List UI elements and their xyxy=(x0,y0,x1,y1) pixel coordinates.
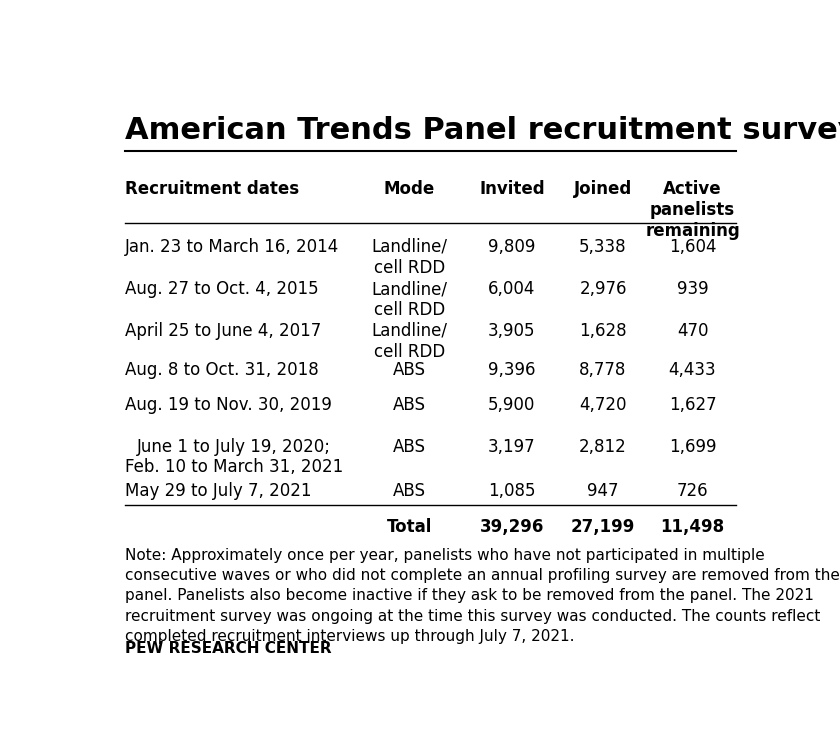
Text: 1,627: 1,627 xyxy=(669,396,717,414)
Text: ABS: ABS xyxy=(393,438,426,456)
Text: Invited: Invited xyxy=(479,180,544,198)
Text: 6,004: 6,004 xyxy=(488,280,536,298)
Text: 3,197: 3,197 xyxy=(488,438,536,456)
Text: 4,433: 4,433 xyxy=(669,361,717,379)
Text: 470: 470 xyxy=(677,322,708,340)
Text: Landline/
cell RDD: Landline/ cell RDD xyxy=(371,238,448,277)
Text: June 1 to July 19, 2020;
Feb. 10 to March 31, 2021: June 1 to July 19, 2020; Feb. 10 to Marc… xyxy=(124,438,343,477)
Text: 2,976: 2,976 xyxy=(580,280,627,298)
Text: 27,199: 27,199 xyxy=(571,517,635,535)
Text: ABS: ABS xyxy=(393,482,426,500)
Text: 39,296: 39,296 xyxy=(480,517,544,535)
Text: Landline/
cell RDD: Landline/ cell RDD xyxy=(371,280,448,319)
Text: 5,338: 5,338 xyxy=(580,238,627,256)
Text: Jan. 23 to March 16, 2014: Jan. 23 to March 16, 2014 xyxy=(124,238,339,256)
Text: 11,498: 11,498 xyxy=(660,517,725,535)
Text: 947: 947 xyxy=(587,482,619,500)
Text: Recruitment dates: Recruitment dates xyxy=(124,180,299,198)
Text: 5,900: 5,900 xyxy=(488,396,536,414)
Text: 1,699: 1,699 xyxy=(669,438,717,456)
Text: PEW RESEARCH CENTER: PEW RESEARCH CENTER xyxy=(124,641,331,656)
Text: 1,085: 1,085 xyxy=(488,482,536,500)
Text: May 29 to July 7, 2021: May 29 to July 7, 2021 xyxy=(124,482,311,500)
Text: American Trends Panel recruitment surveys: American Trends Panel recruitment survey… xyxy=(124,117,840,145)
Text: 4,720: 4,720 xyxy=(580,396,627,414)
Text: 9,396: 9,396 xyxy=(488,361,536,379)
Text: 939: 939 xyxy=(677,280,708,298)
Text: 8,778: 8,778 xyxy=(580,361,627,379)
Text: Mode: Mode xyxy=(384,180,435,198)
Text: ABS: ABS xyxy=(393,361,426,379)
Text: Landline/
cell RDD: Landline/ cell RDD xyxy=(371,322,448,361)
Text: 1,628: 1,628 xyxy=(580,322,627,340)
Text: 9,809: 9,809 xyxy=(488,238,536,256)
Text: Active
panelists
remaining: Active panelists remaining xyxy=(645,180,740,240)
Text: Aug. 8 to Oct. 31, 2018: Aug. 8 to Oct. 31, 2018 xyxy=(124,361,318,379)
Text: ABS: ABS xyxy=(393,396,426,414)
Text: 3,905: 3,905 xyxy=(488,322,536,340)
Text: Total: Total xyxy=(386,517,432,535)
Text: Note: Approximately once per year, panelists who have not participated in multip: Note: Approximately once per year, panel… xyxy=(124,547,839,644)
Text: Aug. 19 to Nov. 30, 2019: Aug. 19 to Nov. 30, 2019 xyxy=(124,396,332,414)
Text: 726: 726 xyxy=(677,482,708,500)
Text: 1,604: 1,604 xyxy=(669,238,717,256)
Text: Aug. 27 to Oct. 4, 2015: Aug. 27 to Oct. 4, 2015 xyxy=(124,280,318,298)
Text: Joined: Joined xyxy=(574,180,633,198)
Text: 2,812: 2,812 xyxy=(579,438,627,456)
Text: April 25 to June 4, 2017: April 25 to June 4, 2017 xyxy=(124,322,321,340)
